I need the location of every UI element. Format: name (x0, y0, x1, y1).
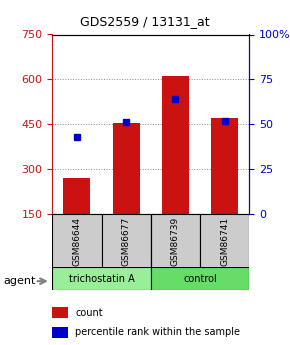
FancyBboxPatch shape (151, 267, 249, 290)
Bar (52, 327, 68, 338)
Bar (162, 76, 189, 214)
Bar (113, 123, 140, 214)
FancyBboxPatch shape (52, 267, 151, 290)
Text: trichostatin A: trichostatin A (69, 274, 134, 284)
FancyBboxPatch shape (151, 214, 200, 269)
Bar (63, 178, 90, 214)
FancyBboxPatch shape (200, 214, 249, 269)
FancyBboxPatch shape (102, 214, 151, 269)
Text: GDS2559 / 13131_at: GDS2559 / 13131_at (80, 14, 210, 28)
Text: control: control (183, 274, 217, 284)
Text: agent: agent (3, 276, 35, 286)
Text: percentile rank within the sample: percentile rank within the sample (75, 327, 240, 337)
Text: GSM86644: GSM86644 (72, 217, 81, 266)
Text: GSM86741: GSM86741 (220, 217, 229, 266)
FancyBboxPatch shape (52, 214, 102, 269)
Text: count: count (75, 308, 103, 318)
Bar (211, 118, 238, 214)
Text: GSM86677: GSM86677 (122, 217, 131, 266)
Bar (52, 307, 68, 318)
Text: GSM86739: GSM86739 (171, 217, 180, 266)
